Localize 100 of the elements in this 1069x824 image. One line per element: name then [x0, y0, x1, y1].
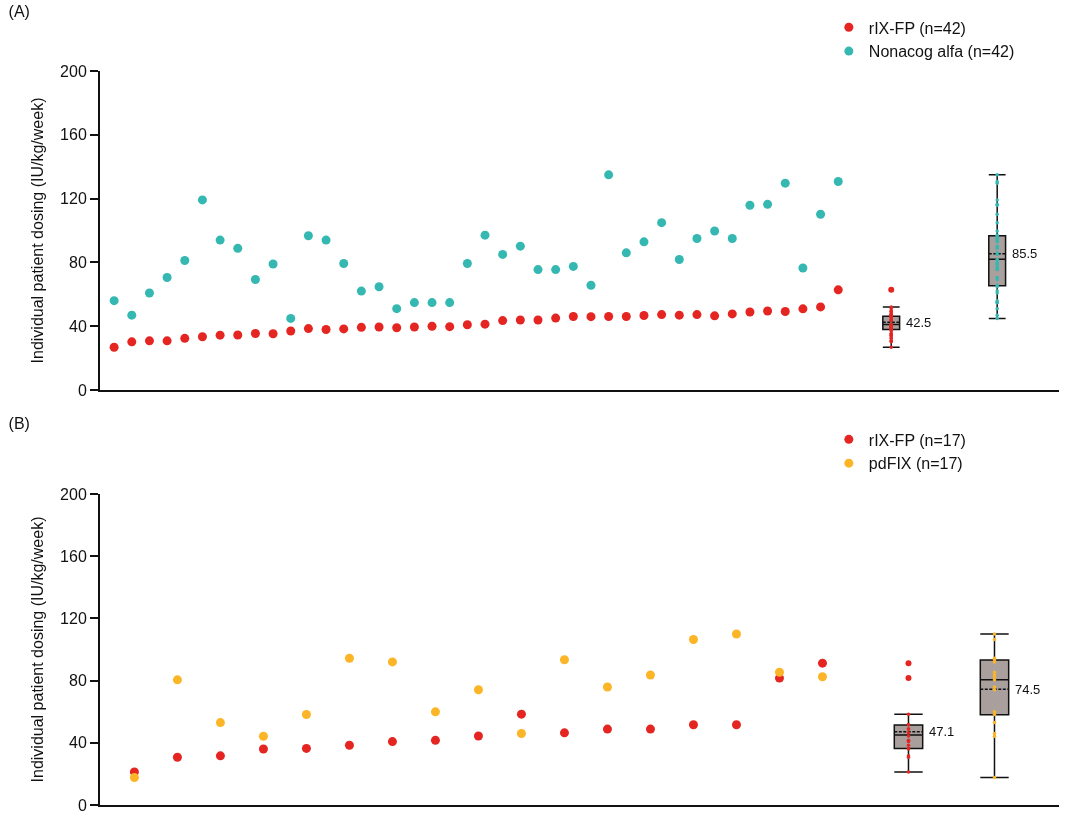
point — [727, 309, 737, 319]
point — [692, 233, 702, 243]
y-tick-label: 200 — [60, 62, 87, 80]
y-tick-label: 160 — [60, 547, 87, 565]
point — [833, 285, 843, 295]
point — [129, 772, 139, 782]
point — [301, 743, 311, 753]
point — [745, 307, 755, 317]
point — [798, 304, 808, 314]
point — [473, 685, 483, 695]
annotation: 74.5 — [1015, 682, 1041, 697]
point — [387, 737, 397, 747]
point — [197, 195, 207, 205]
y-axis-title: Individual patient dosing (IU/kg/week) — [29, 516, 47, 783]
point — [817, 658, 827, 668]
point — [445, 322, 455, 332]
point — [559, 728, 569, 738]
point — [387, 657, 397, 667]
point — [621, 311, 631, 321]
point — [568, 261, 578, 271]
point — [392, 323, 402, 333]
point — [763, 199, 773, 209]
point — [817, 672, 827, 682]
point — [816, 209, 826, 219]
point — [180, 255, 190, 265]
point — [250, 329, 260, 339]
point — [674, 310, 684, 320]
point — [586, 312, 596, 322]
point — [515, 241, 525, 251]
annotation: 47.1 — [929, 724, 955, 739]
point — [286, 326, 296, 336]
point — [344, 740, 354, 750]
point — [286, 313, 296, 323]
point — [215, 718, 225, 728]
point — [774, 667, 784, 677]
y-tick-label: 120 — [60, 190, 87, 208]
point — [645, 724, 655, 734]
y-tick-label: 40 — [69, 734, 87, 752]
point — [109, 342, 119, 352]
point — [197, 332, 207, 342]
point — [515, 315, 525, 325]
point — [339, 259, 349, 269]
point — [480, 230, 490, 240]
point — [602, 682, 612, 692]
point — [172, 675, 182, 685]
point — [374, 322, 384, 332]
point — [816, 302, 826, 312]
point — [645, 670, 655, 680]
point — [657, 218, 667, 228]
point — [688, 720, 698, 730]
point — [268, 329, 278, 339]
point — [339, 324, 349, 334]
point — [780, 178, 790, 188]
point — [233, 330, 243, 340]
point — [533, 265, 543, 275]
point — [551, 313, 561, 323]
point — [144, 336, 154, 346]
point — [344, 653, 354, 663]
point — [674, 255, 684, 265]
legend-label: Nonacog alfa (n=42) — [868, 43, 1015, 61]
legend-label: pdFIX (n=17) — [868, 455, 963, 473]
point — [498, 249, 508, 259]
point — [162, 336, 172, 346]
point — [144, 288, 154, 298]
point — [604, 170, 614, 180]
point — [427, 321, 437, 331]
point — [692, 310, 702, 320]
annotation: 42.5 — [906, 315, 932, 330]
point — [462, 259, 472, 269]
point — [639, 237, 649, 247]
point — [445, 298, 455, 308]
y-tick-label: 120 — [60, 610, 87, 627]
legend-label: rIX-FP (n=42) — [868, 19, 966, 37]
point — [780, 307, 790, 317]
point — [798, 263, 808, 273]
y-tick-label: 80 — [69, 672, 87, 690]
chart-title: (A) — [8, 3, 30, 21]
point — [516, 728, 526, 738]
y-tick-label: 200 — [60, 485, 87, 503]
point — [215, 235, 225, 245]
point — [303, 324, 313, 334]
point — [602, 724, 612, 734]
point — [745, 200, 755, 210]
point — [473, 731, 483, 741]
point — [731, 720, 741, 730]
point — [639, 311, 649, 321]
point — [172, 752, 182, 762]
point — [462, 320, 472, 330]
point — [258, 744, 268, 754]
point — [162, 273, 172, 283]
chart-title: (B) — [8, 415, 30, 433]
legend-label: rIX-FP (n=17) — [868, 431, 966, 449]
point — [109, 296, 119, 306]
point — [215, 751, 225, 761]
point — [215, 330, 225, 340]
y-tick-label: 0 — [77, 381, 87, 399]
point — [568, 311, 578, 321]
point — [409, 322, 419, 332]
point — [833, 177, 843, 187]
point — [586, 280, 596, 290]
